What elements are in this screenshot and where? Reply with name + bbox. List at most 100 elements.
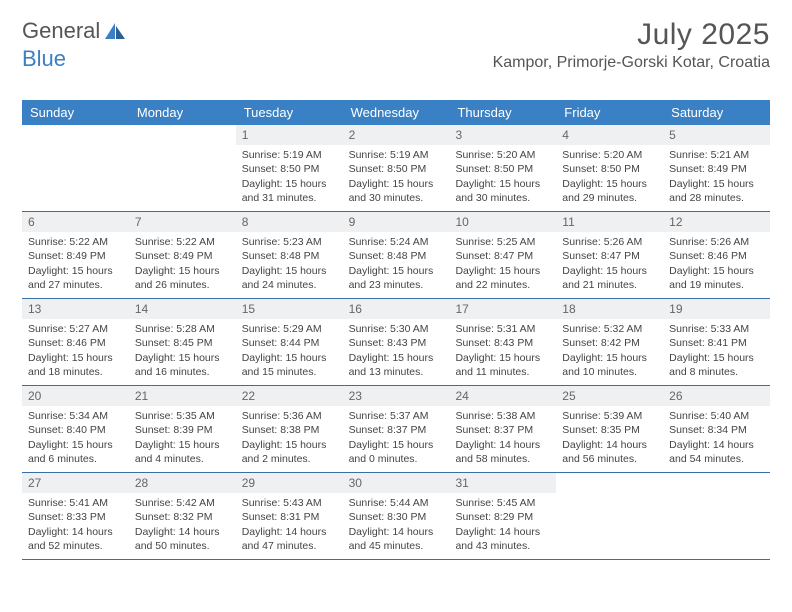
day-cell: 18Sunrise: 5:32 AMSunset: 8:42 PMDayligh… xyxy=(556,299,663,385)
sunrise-text: Sunrise: 5:21 AM xyxy=(669,148,764,162)
daylight-text: Daylight: 14 hours and 54 minutes. xyxy=(669,438,764,466)
day-number: 24 xyxy=(449,386,556,406)
sunrise-text: Sunrise: 5:25 AM xyxy=(455,235,550,249)
brand-logo: General xyxy=(22,18,126,44)
day-cell: 8Sunrise: 5:23 AMSunset: 8:48 PMDaylight… xyxy=(236,212,343,298)
sunset-text: Sunset: 8:37 PM xyxy=(349,423,444,437)
sunrise-text: Sunrise: 5:26 AM xyxy=(669,235,764,249)
day-cell: 5Sunrise: 5:21 AMSunset: 8:49 PMDaylight… xyxy=(663,125,770,211)
day-number: 4 xyxy=(556,125,663,145)
sunset-text: Sunset: 8:37 PM xyxy=(455,423,550,437)
day-body: Sunrise: 5:25 AMSunset: 8:47 PMDaylight:… xyxy=(449,232,556,298)
week-row: 6Sunrise: 5:22 AMSunset: 8:49 PMDaylight… xyxy=(22,212,770,299)
daylight-text: Daylight: 15 hours and 31 minutes. xyxy=(242,177,337,205)
day-cell: 30Sunrise: 5:44 AMSunset: 8:30 PMDayligh… xyxy=(343,473,450,559)
day-header-sun: Sunday xyxy=(22,100,129,125)
day-header-mon: Monday xyxy=(129,100,236,125)
day-number: 9 xyxy=(343,212,450,232)
day-body: Sunrise: 5:26 AMSunset: 8:47 PMDaylight:… xyxy=(556,232,663,298)
day-number: 3 xyxy=(449,125,556,145)
day-body: Sunrise: 5:35 AMSunset: 8:39 PMDaylight:… xyxy=(129,406,236,472)
day-body: Sunrise: 5:33 AMSunset: 8:41 PMDaylight:… xyxy=(663,319,770,385)
sunset-text: Sunset: 8:49 PM xyxy=(669,162,764,176)
week-row: 27Sunrise: 5:41 AMSunset: 8:33 PMDayligh… xyxy=(22,473,770,560)
month-title: July 2025 xyxy=(493,18,770,52)
sunset-text: Sunset: 8:33 PM xyxy=(28,510,123,524)
day-cell: 16 Sunrise: 5:30 AMSunset: 8:43 PMDayligh… xyxy=(343,299,450,385)
day-body: Sunrise: 5:32 AMSunset: 8:42 PMDaylight:… xyxy=(556,319,663,385)
day-cell: 15Sunrise: 5:29 AMSunset: 8:44 PMDayligh… xyxy=(236,299,343,385)
sunrise-text: Sunrise: 5:24 AM xyxy=(349,235,444,249)
daylight-text: Daylight: 14 hours and 50 minutes. xyxy=(135,525,230,553)
day-cell: 13Sunrise: 5:27 AMSunset: 8:46 PMDayligh… xyxy=(22,299,129,385)
sunrise-text: Sunrise: 5:22 AM xyxy=(28,235,123,249)
day-body: Sunrise: 5:20 AMSunset: 8:50 PMDaylight:… xyxy=(556,145,663,211)
sunrise-text: Sunrise: 5:45 AM xyxy=(455,496,550,510)
day-cell: 28Sunrise: 5:42 AMSunset: 8:32 PMDayligh… xyxy=(129,473,236,559)
sunrise-text: Sunrise: 5:19 AM xyxy=(242,148,337,162)
day-number: 13 xyxy=(22,299,129,319)
daylight-text: Daylight: 15 hours and 13 minutes. xyxy=(349,351,444,379)
day-number: 10 xyxy=(449,212,556,232)
daylight-text: Daylight: 15 hours and 10 minutes. xyxy=(562,351,657,379)
day-body: Sunrise: 5:41 AMSunset: 8:33 PMDaylight:… xyxy=(22,493,129,559)
day-cell: 27Sunrise: 5:41 AMSunset: 8:33 PMDayligh… xyxy=(22,473,129,559)
day-number: 18 xyxy=(556,299,663,319)
sunset-text: Sunset: 8:32 PM xyxy=(135,510,230,524)
sunrise-text: Sunrise: 5:29 AM xyxy=(242,322,337,336)
title-block: July 2025 Kampor, Primorje-Gorski Kotar,… xyxy=(493,18,770,72)
day-body: Sunrise: 5:42 AMSunset: 8:32 PMDaylight:… xyxy=(129,493,236,559)
sunrise-text: Sunrise: 5:20 AM xyxy=(455,148,550,162)
day-number: 30 xyxy=(343,473,450,493)
sunrise-text: Sunrise: 5:22 AM xyxy=(135,235,230,249)
sunset-text: Sunset: 8:50 PM xyxy=(455,162,550,176)
sunset-text: Sunset: 8:29 PM xyxy=(455,510,550,524)
sunrise-text: Sunrise: 5:30 AM xyxy=(349,322,444,336)
day-body: Sunrise: 5:34 AMSunset: 8:40 PMDaylight:… xyxy=(22,406,129,472)
daylight-text: Daylight: 15 hours and 30 minutes. xyxy=(455,177,550,205)
day-number: 8 xyxy=(236,212,343,232)
page-header: General July 2025 Kampor, Primorje-Gorsk… xyxy=(22,18,770,72)
sunset-text: Sunset: 8:44 PM xyxy=(242,336,337,350)
sunrise-text: Sunrise: 5:34 AM xyxy=(28,409,123,423)
sunset-text: Sunset: 8:43 PM xyxy=(349,336,444,350)
sunrise-text: Sunrise: 5:32 AM xyxy=(562,322,657,336)
sunset-text: Sunset: 8:43 PM xyxy=(455,336,550,350)
sunset-text: Sunset: 8:38 PM xyxy=(242,423,337,437)
day-header-fri: Friday xyxy=(556,100,663,125)
day-body: Sunrise: 5:21 AMSunset: 8:49 PMDaylight:… xyxy=(663,145,770,211)
daylight-text: Daylight: 15 hours and 24 minutes. xyxy=(242,264,337,292)
day-number: 31 xyxy=(449,473,556,493)
day-cell: 24 Sunrise: 5:38 AMSunset: 8:37 PMDayligh… xyxy=(449,386,556,472)
day-number: 21 xyxy=(129,386,236,406)
day-body: Sunrise: 5:26 AMSunset: 8:46 PMDaylight:… xyxy=(663,232,770,298)
sunset-text: Sunset: 8:49 PM xyxy=(135,249,230,263)
daylight-text: Daylight: 15 hours and 0 minutes. xyxy=(349,438,444,466)
daylight-text: Daylight: 15 hours and 28 minutes. xyxy=(669,177,764,205)
day-number: 19 xyxy=(663,299,770,319)
sunrise-text: Sunrise: 5:42 AM xyxy=(135,496,230,510)
daylight-text: Daylight: 14 hours and 58 minutes. xyxy=(455,438,550,466)
sunset-text: Sunset: 8:47 PM xyxy=(562,249,657,263)
day-cell: 7Sunrise: 5:22 AMSunset: 8:49 PMDaylight… xyxy=(129,212,236,298)
sunset-text: Sunset: 8:40 PM xyxy=(28,423,123,437)
day-body: Sunrise: 5:19 AMSunset: 8:50 PMDaylight:… xyxy=(236,145,343,211)
daylight-text: Daylight: 15 hours and 2 minutes. xyxy=(242,438,337,466)
day-body: Sunrise: 5:28 AMSunset: 8:45 PMDaylight:… xyxy=(129,319,236,385)
sunrise-text: Sunrise: 5:44 AM xyxy=(349,496,444,510)
sunset-text: Sunset: 8:49 PM xyxy=(28,249,123,263)
daylight-text: Daylight: 15 hours and 15 minutes. xyxy=(242,351,337,379)
sunset-text: Sunset: 8:42 PM xyxy=(562,336,657,350)
day-cell: 6Sunrise: 5:22 AMSunset: 8:49 PMDaylight… xyxy=(22,212,129,298)
day-body: Sunrise: 5:22 AMSunset: 8:49 PMDaylight:… xyxy=(22,232,129,298)
day-body: Sunrise: 5:40 AMSunset: 8:34 PMDaylight:… xyxy=(663,406,770,472)
day-number: 1 xyxy=(236,125,343,145)
day-number: 11 xyxy=(556,212,663,232)
daylight-text: Daylight: 14 hours and 52 minutes. xyxy=(28,525,123,553)
brand-part2: Blue xyxy=(22,46,66,72)
sunrise-text: Sunrise: 5:38 AM xyxy=(455,409,550,423)
day-number: 26 xyxy=(663,386,770,406)
daylight-text: Daylight: 15 hours and 6 minutes. xyxy=(28,438,123,466)
day-cell: 12Sunrise: 5:26 AMSunset: 8:46 PMDayligh… xyxy=(663,212,770,298)
day-number: 16 xyxy=(343,299,450,319)
